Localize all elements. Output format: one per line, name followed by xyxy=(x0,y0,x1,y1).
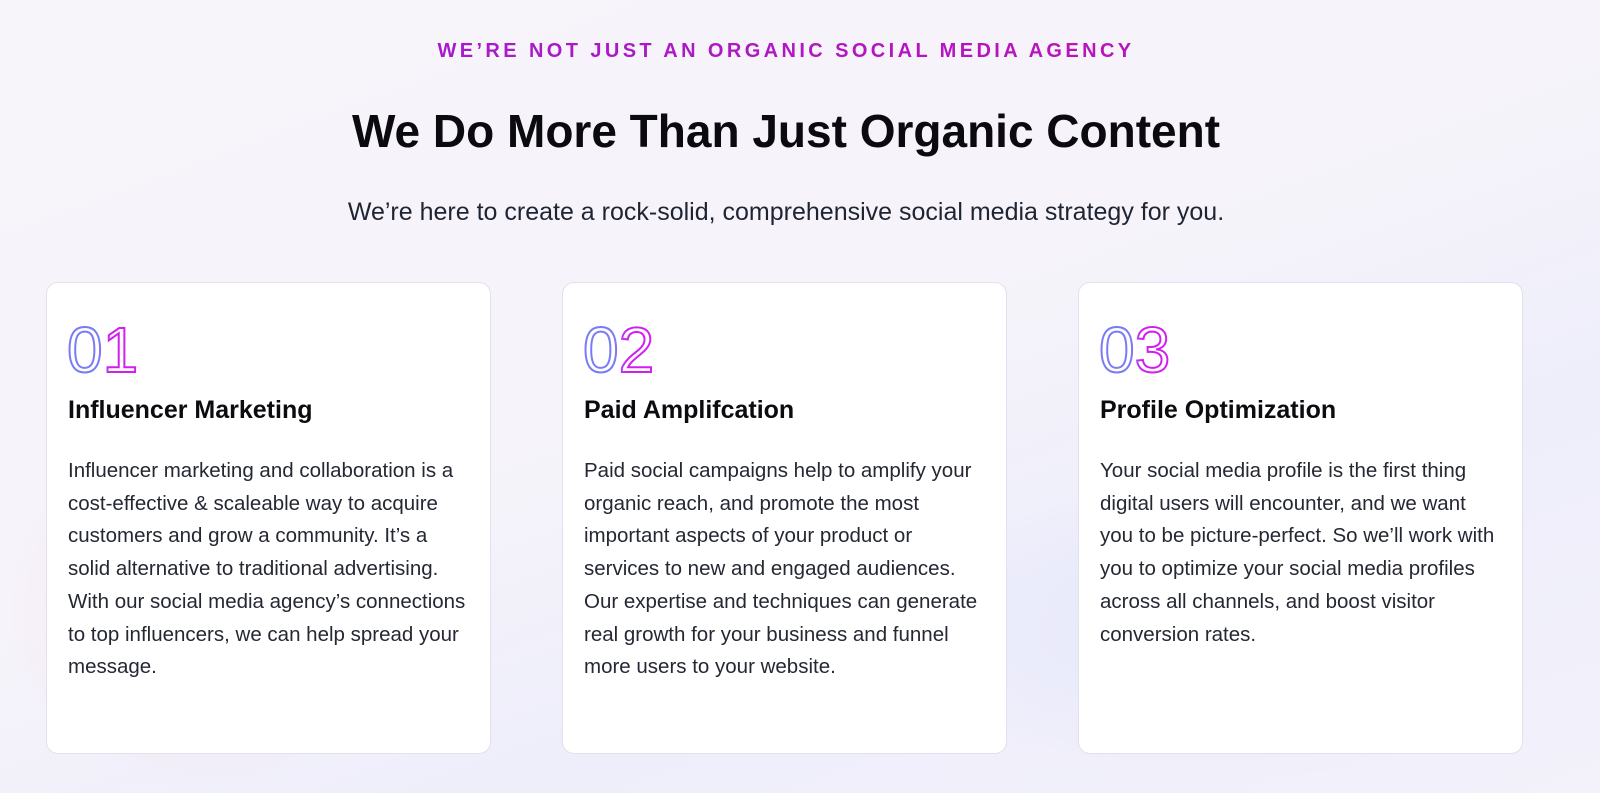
card-body: Influencer marketing and collaboration i… xyxy=(68,459,466,679)
svg-text:03: 03 xyxy=(1099,317,1170,377)
service-card-paid-amplification: 02 Paid Amplifcation Paid social campaig… xyxy=(562,282,1007,754)
section-subtitle: We’re here to create a rock-solid, compr… xyxy=(347,198,1225,226)
service-card-influencer-marketing: 01 Influencer Marketing Influencer marke… xyxy=(46,282,491,754)
card-title: Paid Amplifcation xyxy=(584,396,795,424)
card-body: Your social media profile is the first t… xyxy=(1100,459,1495,646)
card-title: Profile Optimization xyxy=(1100,396,1337,424)
card-number: 01 xyxy=(66,317,139,377)
card-body: Paid social campaigns help to amplify yo… xyxy=(584,459,978,679)
service-card-profile-optimization: 03 Profile Optimization Your social medi… xyxy=(1078,282,1523,754)
svg-text:01: 01 xyxy=(67,317,138,377)
section-eyebrow: WE’RE NOT JUST AN ORGANIC SOCIAL MEDIA A… xyxy=(0,40,1572,63)
section-title: We Do More Than Just Organic Content xyxy=(351,105,1221,157)
card-number: 03 xyxy=(1098,317,1171,377)
svg-text:02: 02 xyxy=(583,317,654,377)
card-number: 02 xyxy=(582,317,655,377)
card-title: Influencer Marketing xyxy=(68,396,313,424)
